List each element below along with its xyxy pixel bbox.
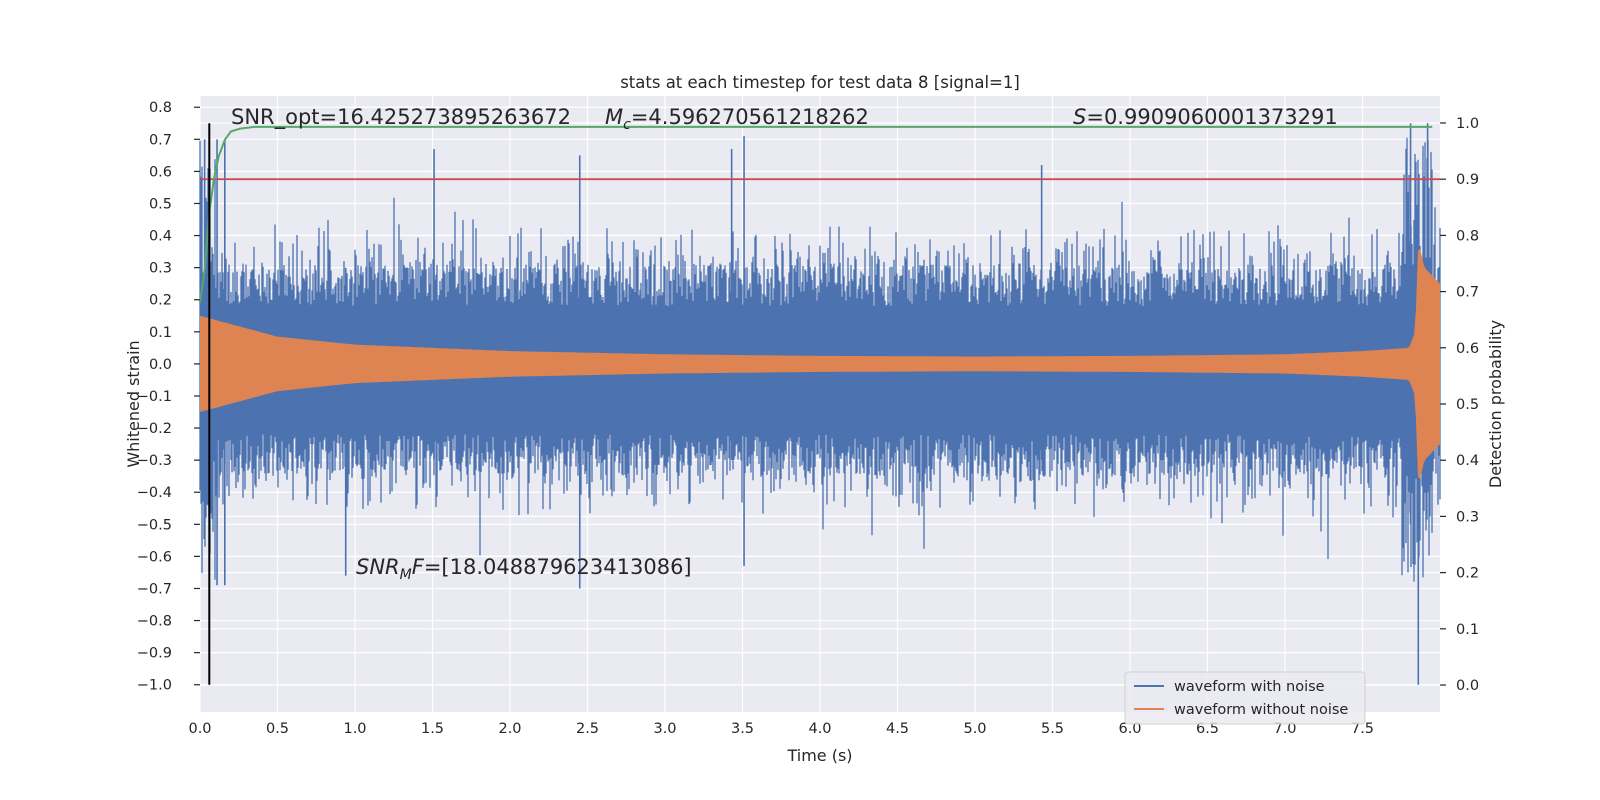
y-tick-label: 0.1 (149, 325, 172, 341)
snr-mf-symbol: SNR (356, 555, 400, 579)
y-tick-label: −0.7 (137, 581, 172, 597)
annotation-chirp-mass: Mc=4.596270561218262 (605, 105, 869, 133)
s-value: =0.9909060001373291 (1086, 105, 1337, 129)
mc-symbol: M (605, 105, 623, 129)
x-tick-label: 2.0 (498, 721, 521, 737)
legend-label-clean: waveform without noise (1174, 702, 1348, 718)
y-tick-label: 0.0 (149, 357, 172, 373)
probability-lines (199, 123, 1440, 685)
x-tick-label: 5.0 (963, 721, 986, 737)
y-tick-label: 0.2 (149, 293, 172, 309)
y-tick-label: 0.4 (149, 229, 172, 245)
x-tick-label: 1.0 (343, 721, 366, 737)
legend: waveform with noise waveform without noi… (1124, 671, 1366, 725)
probability-curve (199, 125, 1433, 303)
annotation-snr-mf: SNRMF=[18.048879623413086] (356, 555, 692, 583)
y-tick-label: 0.7 (149, 132, 172, 148)
legend-box (1124, 671, 1366, 725)
legend-label-noise: waveform with noise (1174, 679, 1325, 695)
x-tick-label: 3.5 (731, 721, 754, 737)
x-axis-label: Time (s) (786, 746, 852, 765)
x-tick-label: 6.0 (1118, 721, 1141, 737)
snr-mf-value: =[18.048879623413086] (424, 555, 692, 579)
x-tick-label: 5.5 (1041, 721, 1064, 737)
y-tick-label: −0.9 (137, 646, 172, 662)
x-tick-label: 7.5 (1351, 721, 1374, 737)
y2-tick-label: 0.7 (1456, 285, 1479, 301)
chart-title: stats at each timestep for test data 8 [… (620, 73, 1020, 92)
y-axis-ticks: 0.8 0.7 0.6 0.5 0.4 0.3 0.2 0.1 0.0 −0.1 −0.2 −0.3 −… (137, 100, 200, 694)
y-tick-label: −1.0 (137, 678, 172, 694)
y-tick-label: −0.8 (137, 614, 172, 630)
mc-subscript: c (623, 117, 631, 133)
y2-tick-label: 0.8 (1456, 228, 1479, 244)
x-tick-label: 7.0 (1273, 721, 1296, 737)
snr-mf-letter: F (412, 555, 425, 579)
y-tick-label: −0.2 (137, 421, 172, 437)
y2-tick-label: 0.0 (1456, 678, 1479, 694)
x-tick-label: 0.0 (188, 721, 211, 737)
y-tick-label: −0.1 (137, 389, 172, 405)
annotation-snr-opt: SNR_opt=16.425273895263672 (231, 105, 571, 130)
y2-tick-label: 0.2 (1456, 566, 1479, 582)
y2-tick-label: 0.1 (1456, 622, 1479, 638)
x-tick-label: 3.0 (653, 721, 676, 737)
y2-tick-label: 0.5 (1456, 397, 1479, 413)
x-tick-label: 4.5 (886, 721, 909, 737)
y-tick-label: −0.5 (137, 517, 172, 533)
x-tick-label: 6.5 (1196, 721, 1219, 737)
series-waveform-without-noise (200, 249, 1440, 479)
y-tick-label: 0.6 (149, 164, 172, 180)
y-tick-label: −0.6 (137, 549, 172, 565)
annotation-s: S=0.9909060001373291 (1073, 105, 1338, 129)
mc-value: =4.596270561218262 (631, 105, 869, 129)
y-tick-label: 0.3 (149, 261, 172, 277)
x-tick-label: 0.5 (266, 721, 289, 737)
y-tick-label: 0.5 (149, 196, 172, 212)
y-axis-label: Whitened strain (124, 340, 143, 467)
y-tick-label: −0.3 (137, 453, 172, 469)
clean-envelope (200, 249, 1440, 479)
y2-tick-label: 1.0 (1456, 116, 1479, 132)
y2-tick-label: 0.3 (1456, 509, 1479, 525)
y-tick-label: 0.8 (149, 100, 172, 116)
y2-tick-label: 0.6 (1456, 341, 1479, 357)
x-tick-label: 1.5 (421, 721, 444, 737)
y2-tick-label: 0.4 (1456, 453, 1479, 469)
x-axis-ticks: 0.0 0.5 1.0 1.5 2.0 2.5 3.0 3.5 4.0 4.5 5.0 5.5 6.0 6… (188, 721, 1374, 737)
y2-axis-label: Detection probability (1486, 320, 1505, 488)
y-tick-label: −0.4 (137, 485, 172, 501)
y2-tick-label: 0.9 (1456, 172, 1479, 188)
snr-mf-subscript: M (400, 567, 412, 583)
x-tick-label: 4.0 (808, 721, 831, 737)
x-tick-label: 2.5 (576, 721, 599, 737)
s-symbol: S (1073, 105, 1086, 129)
y2-axis-ticks: 1.0 0.9 0.8 0.7 0.6 0.5 0.4 0.3 0.2 0.1 0.0 (1440, 116, 1479, 694)
